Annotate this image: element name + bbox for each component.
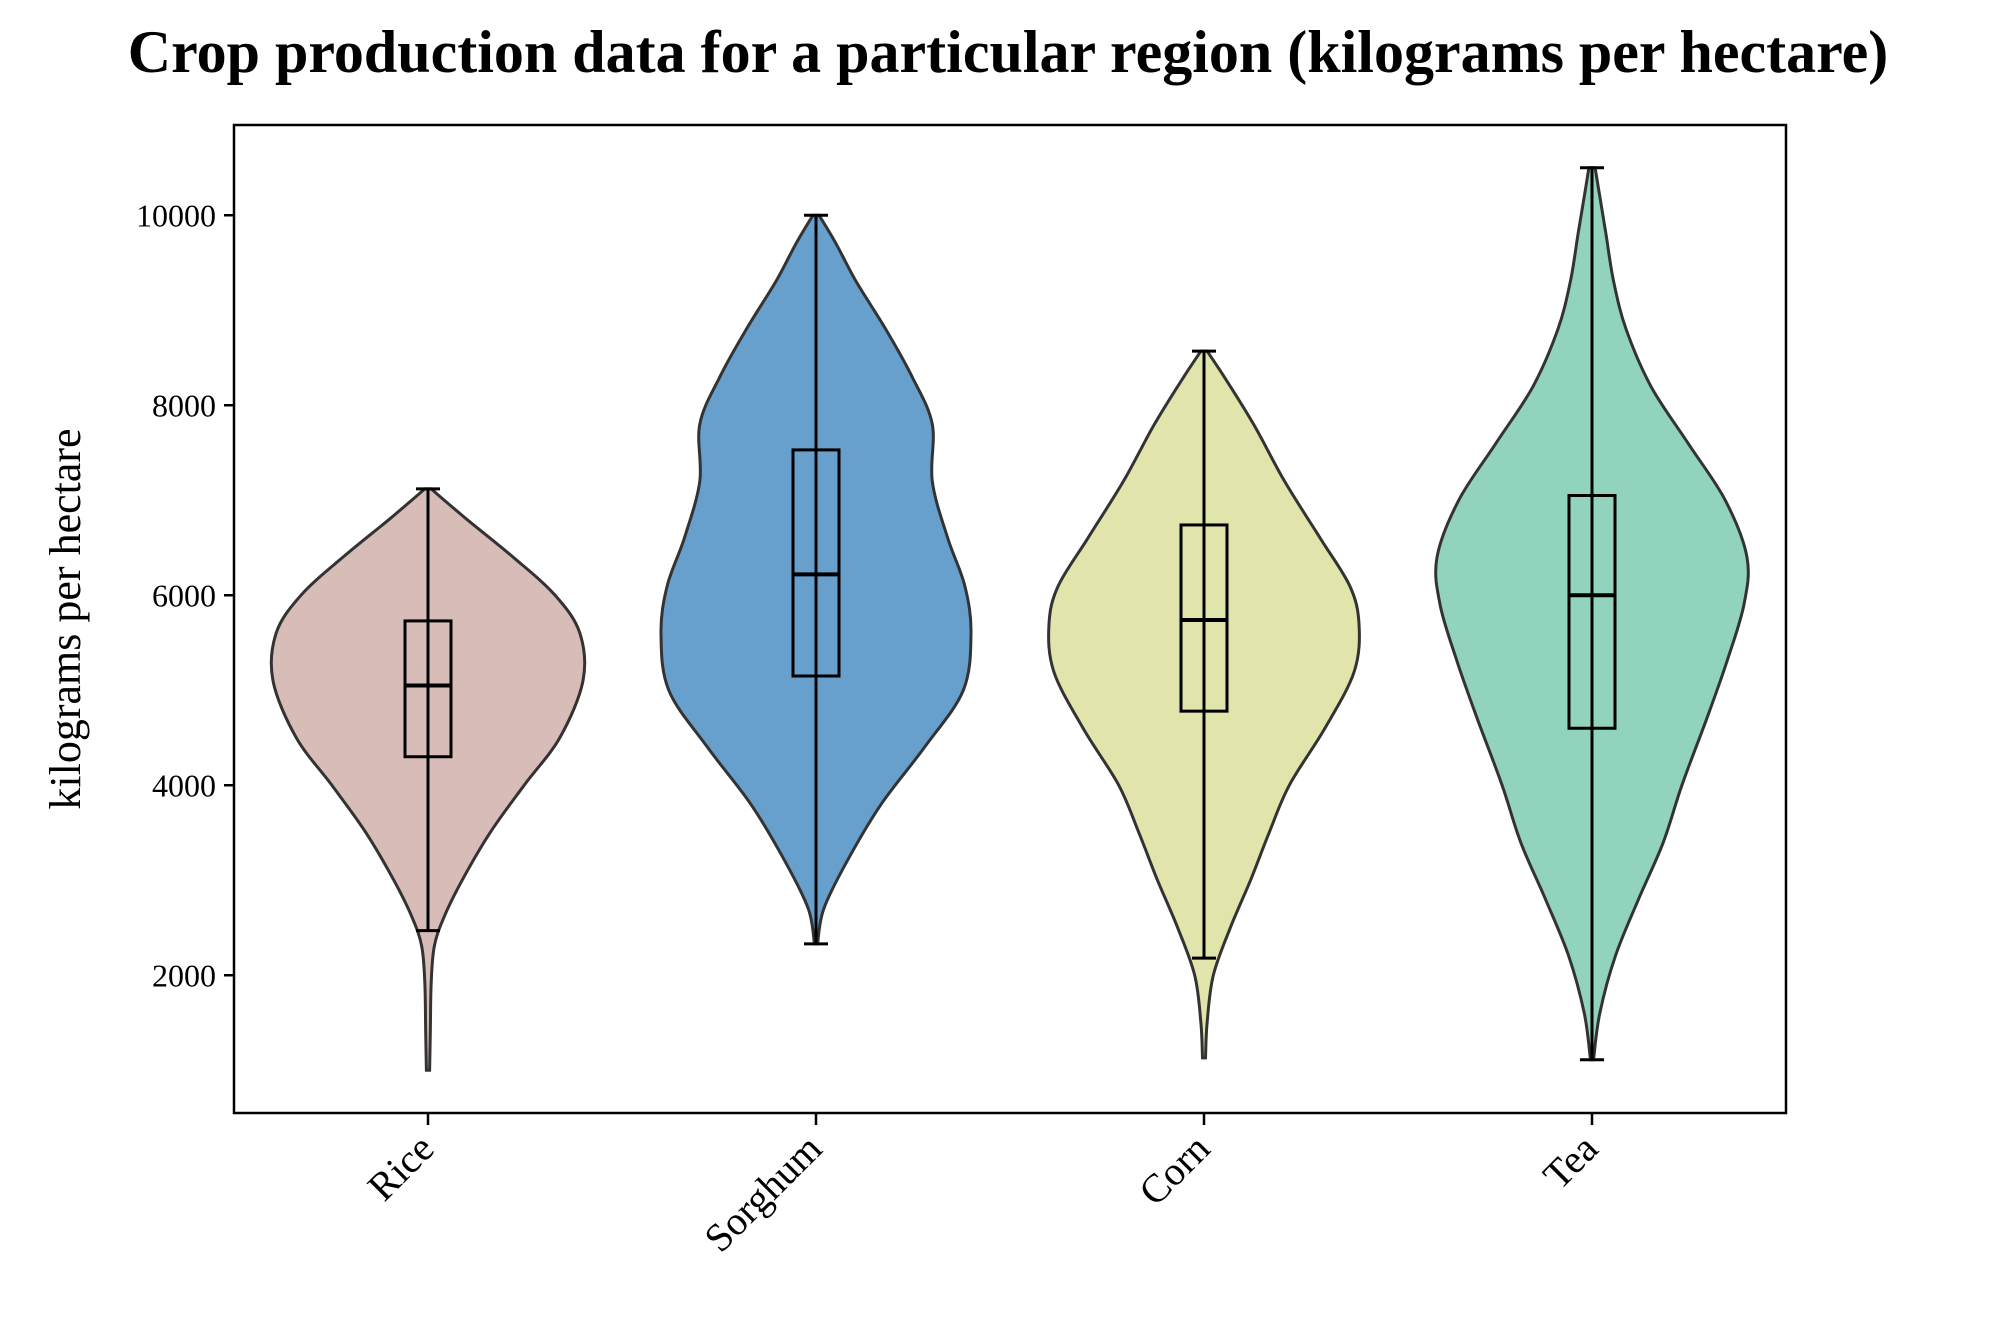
y-tick-label: 6000 [152, 577, 216, 613]
boxes-layer [403, 166, 1617, 1062]
box-sorghum [791, 448, 841, 678]
x-tick-label-tea: Tea [1534, 1125, 1606, 1197]
y-axis: 2000 4000 6000 8000 10000 [136, 197, 234, 993]
y-tick-label: 4000 [152, 767, 216, 803]
x-axis: Rice Sorghum Corn Tea [359, 1113, 1607, 1261]
x-tick-label-sorghum: Sorghum [695, 1126, 830, 1261]
x-tick-label-corn: Corn [1130, 1126, 1218, 1214]
box-tea [1567, 494, 1617, 730]
box-rice [403, 619, 453, 759]
y-tick-label: 2000 [152, 957, 216, 993]
violins-layer [269, 166, 1750, 1072]
y-axis-label: kilograms per hectare [41, 428, 90, 809]
y-tick-label: 8000 [152, 387, 216, 423]
chart-title: Crop production data for a particular re… [127, 19, 1889, 85]
y-tick-label: 10000 [136, 197, 216, 233]
x-tick-label-rice: Rice [359, 1126, 443, 1210]
plot-frame [232, 123, 1788, 1115]
